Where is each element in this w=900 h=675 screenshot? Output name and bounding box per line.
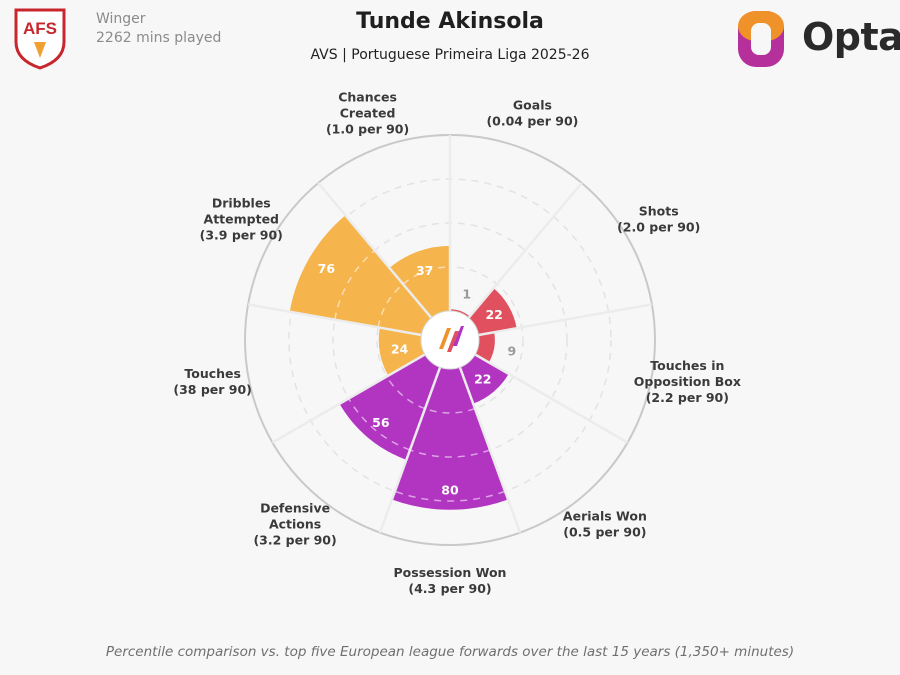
value-label: 37 [416, 263, 433, 278]
opta-wordmark: Opta [802, 15, 900, 59]
spoke [474, 353, 629, 444]
player-name: Tunde Akinsola [356, 9, 544, 34]
wedge-dribbles-attempted [289, 215, 432, 335]
wedge-grid-arc [402, 266, 451, 285]
wedge-grid-arc [377, 283, 404, 328]
metric-name-label: Actions [269, 517, 321, 532]
metric-name-label: Possession Won [394, 565, 507, 580]
metric-name-label: Attempted [204, 212, 279, 227]
svg-text:AFS: AFS [23, 19, 57, 38]
metric-rate-label: (3.9 per 90) [200, 228, 283, 243]
wedge-grid-arc [409, 449, 491, 458]
player-meta: Winger 2262 mins played [96, 10, 221, 48]
value-label: 56 [372, 415, 390, 430]
spoke [247, 303, 422, 337]
value-label: 1 [462, 287, 471, 302]
value-label: 76 [318, 261, 336, 276]
minutes-played: 2262 mins played [96, 30, 222, 46]
metric-rate-label: (38 per 90) [173, 382, 252, 397]
metric-name-label: Chances [338, 90, 397, 105]
metric-name-label: Dribbles [212, 196, 271, 211]
metric-rate-label: (2.2 per 90) [646, 390, 729, 405]
wedge-grid-arc [334, 249, 376, 320]
club-badge: AFS [14, 8, 66, 70]
wedge-shots [468, 288, 517, 335]
metric-rate-label: (1.0 per 90) [326, 122, 409, 137]
value-label: 9 [508, 343, 517, 358]
wedge-grid-arc [348, 398, 411, 451]
metric-rate-label: (0.04 per 90) [486, 114, 578, 129]
chart-metric-labels: Goals(0.04 per 90) Shots(2.0 per 90) Touch… [173, 90, 740, 596]
metric-rate-label: (4.3 per 90) [408, 581, 491, 596]
wedge-touches-in-opposition-box [475, 332, 495, 363]
wedge-grid-arc [424, 407, 476, 414]
player-position: Winger [96, 11, 146, 27]
metric-name-label: Created [340, 106, 396, 121]
wedge-grid-arc [394, 490, 506, 502]
wedge-chances-created [389, 245, 450, 318]
spoke [467, 182, 583, 319]
metric-rate-label: (0.5 per 90) [563, 525, 646, 540]
value-label: 80 [441, 482, 459, 497]
wedge-aerials-won [459, 354, 509, 404]
opta-logo-icon [738, 11, 784, 67]
chart-spokes [247, 135, 653, 534]
metric-name-label: Defensive [260, 501, 330, 516]
team-league-subtitle: AVS | Portuguese Primeira Liga 2025-26 [310, 47, 590, 63]
chart-wedges [289, 215, 517, 510]
wedge-grid-arc [386, 376, 426, 410]
spoke [378, 366, 442, 534]
metric-name-label: Opposition Box [634, 374, 741, 389]
metric-rate-label: (2.0 per 90) [617, 220, 700, 235]
metric-name-label: Shots [639, 204, 679, 219]
metric-name-label: Goals [513, 98, 552, 113]
value-label: 22 [474, 372, 491, 387]
value-label: 22 [485, 307, 502, 322]
spoke [478, 303, 653, 337]
metric-name-label: Aerials Won [563, 509, 647, 524]
footnote: Percentile comparison vs. top five Europ… [105, 644, 795, 660]
value-label: 24 [391, 341, 409, 356]
metric-rate-label: (3.2 per 90) [253, 533, 336, 548]
center-logo [420, 310, 480, 370]
wedge-touches [378, 327, 425, 376]
metric-name-label: Touches in [650, 358, 724, 373]
spoke [271, 353, 426, 444]
chart-value-labels: 1 22 9 22 80 56 24 76 37 [318, 261, 517, 497]
wedge-possession-won [391, 367, 509, 510]
spoke [458, 366, 522, 534]
spoke [317, 182, 433, 319]
metric-name-label: Touches [184, 366, 241, 381]
